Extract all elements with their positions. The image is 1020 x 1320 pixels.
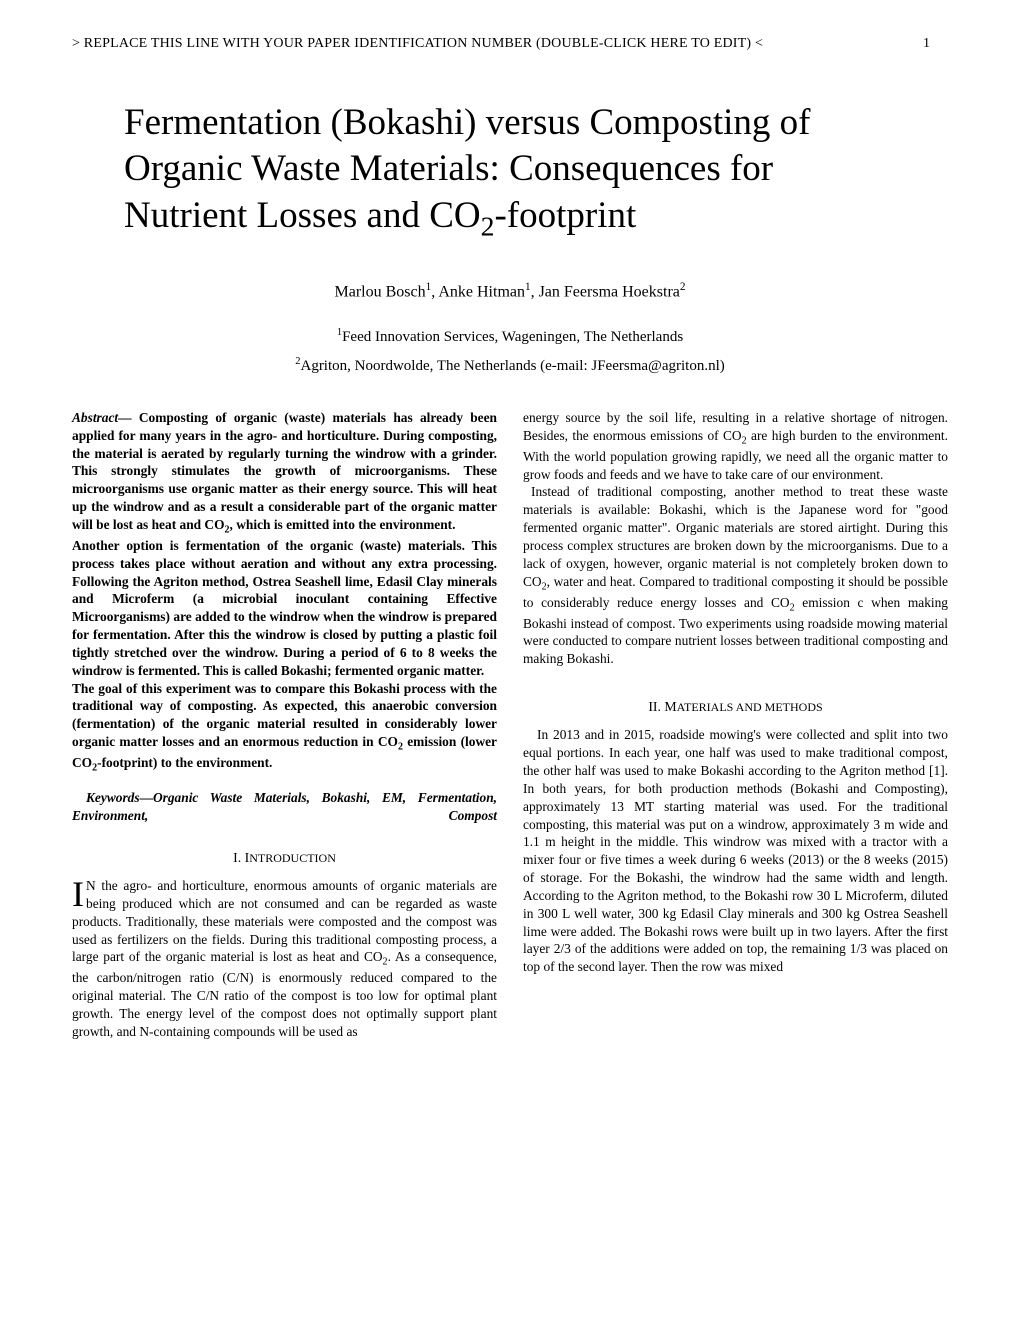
- abstract-dash: —: [118, 410, 139, 425]
- two-column-body: Abstract— Composting of organic (waste) …: [72, 409, 948, 1041]
- intro-paragraph: IN the agro- and horticulture, enormous …: [72, 877, 497, 1041]
- section-number-intro: I. I: [233, 850, 249, 865]
- intro-text: the agro- and horticulture, enormous amo…: [72, 878, 497, 1039]
- abstract-label: Abstract: [72, 410, 118, 425]
- affiliation-1: 1Feed Innovation Services, Wageningen, T…: [72, 327, 948, 346]
- section-number-mm: II. M: [648, 699, 676, 714]
- methods-paragraph: In 2013 and in 2015, roadside mowing's w…: [523, 726, 948, 976]
- keywords: Keywords—Organic Waste Materials, Bokash…: [72, 789, 497, 825]
- left-column: Abstract— Composting of organic (waste) …: [72, 409, 497, 1041]
- intro-continued-1: energy source by the soil life, resultin…: [523, 409, 948, 484]
- author-line: Marlou Bosch1, Anke Hitman1, Jan Feersma…: [72, 281, 948, 301]
- intro-continued-2: Instead of traditional composting, anoth…: [523, 483, 948, 668]
- running-header: > REPLACE THIS LINE WITH YOUR PAPER IDEN…: [72, 36, 948, 52]
- paper-title: Fermentation (Bokashi) versus Composting…: [72, 100, 948, 245]
- abstract-paragraph-2: Another option is fermentation of the or…: [72, 537, 497, 680]
- section-heading-mm: II. MATERIALS AND METHODS: [523, 698, 948, 716]
- intro-smallcap: N: [86, 878, 96, 893]
- section-title-mm: ATERIALS AND METHODS: [677, 700, 823, 714]
- section-heading-intro: I. INTRODUCTION: [72, 849, 497, 867]
- abstract-p1-text: Composting of organic (waste) materials …: [72, 410, 497, 532]
- abstract-paragraph-3: The goal of this experiment was to compa…: [72, 680, 497, 776]
- right-column: energy source by the soil life, resultin…: [523, 409, 948, 1041]
- keywords-label: Keywords: [86, 790, 140, 805]
- dropcap: I: [72, 879, 86, 909]
- affiliation-2: 2Agriton, Noordwolde, The Netherlands (e…: [72, 356, 948, 375]
- page-number: 1: [923, 36, 930, 52]
- section-title-intro: NTRODUCTION: [249, 851, 336, 865]
- abstract-paragraph-1: Abstract— Composting of organic (waste) …: [72, 409, 497, 537]
